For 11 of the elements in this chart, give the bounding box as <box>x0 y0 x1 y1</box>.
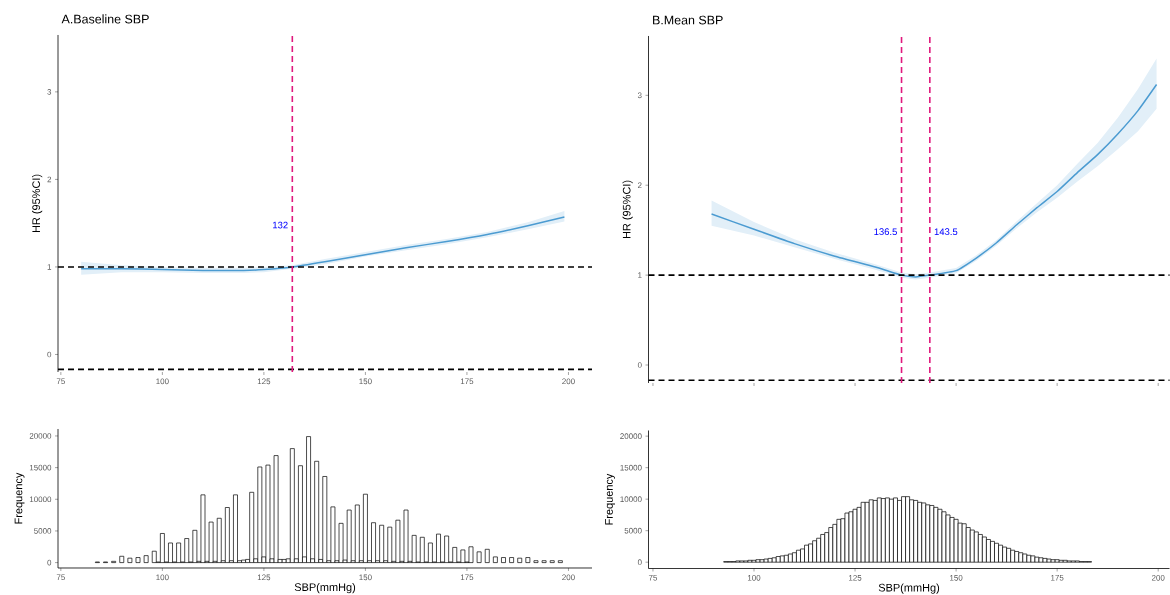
y-axis-title: HR (95%CI) <box>622 180 633 239</box>
y-axis-title: Frequency <box>14 472 25 524</box>
x-axis-title: SBP(mmHg) <box>294 582 356 594</box>
ref-line-label: 132 <box>273 221 288 229</box>
chart-title: A.Baseline SBP <box>61 14 149 24</box>
ref-line-label: 143.5 <box>934 228 958 236</box>
y-axis-title: HR (95%CI) <box>32 174 43 233</box>
ref-line-label: 136.5 <box>874 228 897 236</box>
x-axis-title: SBP(mmHg) <box>878 583 940 594</box>
y-axis-title: Frequency <box>605 473 615 525</box>
chart-title: B.Mean SBP <box>653 15 723 25</box>
